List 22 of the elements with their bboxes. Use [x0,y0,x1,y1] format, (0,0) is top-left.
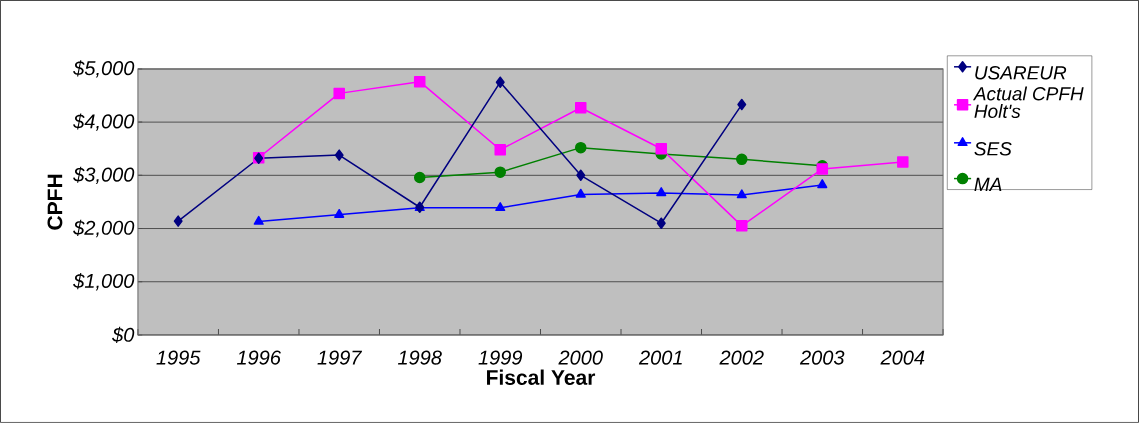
x-tick-label: 1998 [398,350,442,365]
y-tick-label: $5,000 [73,60,135,78]
x-tick-label: 2001 [638,350,682,365]
y-tick-label: $3,000 [73,166,135,185]
x-tick-label: 2003 [799,350,845,365]
legend-label: Holt's [974,104,1021,119]
x-tick-label: 1999 [478,350,523,365]
y-tick-label: $2,000 [73,219,135,238]
x-axis-title: Fiscal Year [487,369,596,385]
legend-label: USAREUR Actual CPFH [972,66,1084,101]
x-tick-label: 1995 [156,350,201,365]
y-tick-label: $1,000 [73,273,135,291]
x-tick-label: 1997 [317,350,363,365]
legend-label: MA [974,177,1002,191]
x-tick-label: 2004 [880,350,925,365]
x-tick-label: 1996 [236,350,281,365]
x-tick-label: 2002 [719,350,764,365]
y-tick-label: $0 [112,326,135,344]
x-tick-label: 2000 [558,350,603,365]
legend-label: SES [974,142,1012,156]
y-tick-label: $4,000 [73,113,135,131]
y-axis-title: CPFH [47,174,63,230]
